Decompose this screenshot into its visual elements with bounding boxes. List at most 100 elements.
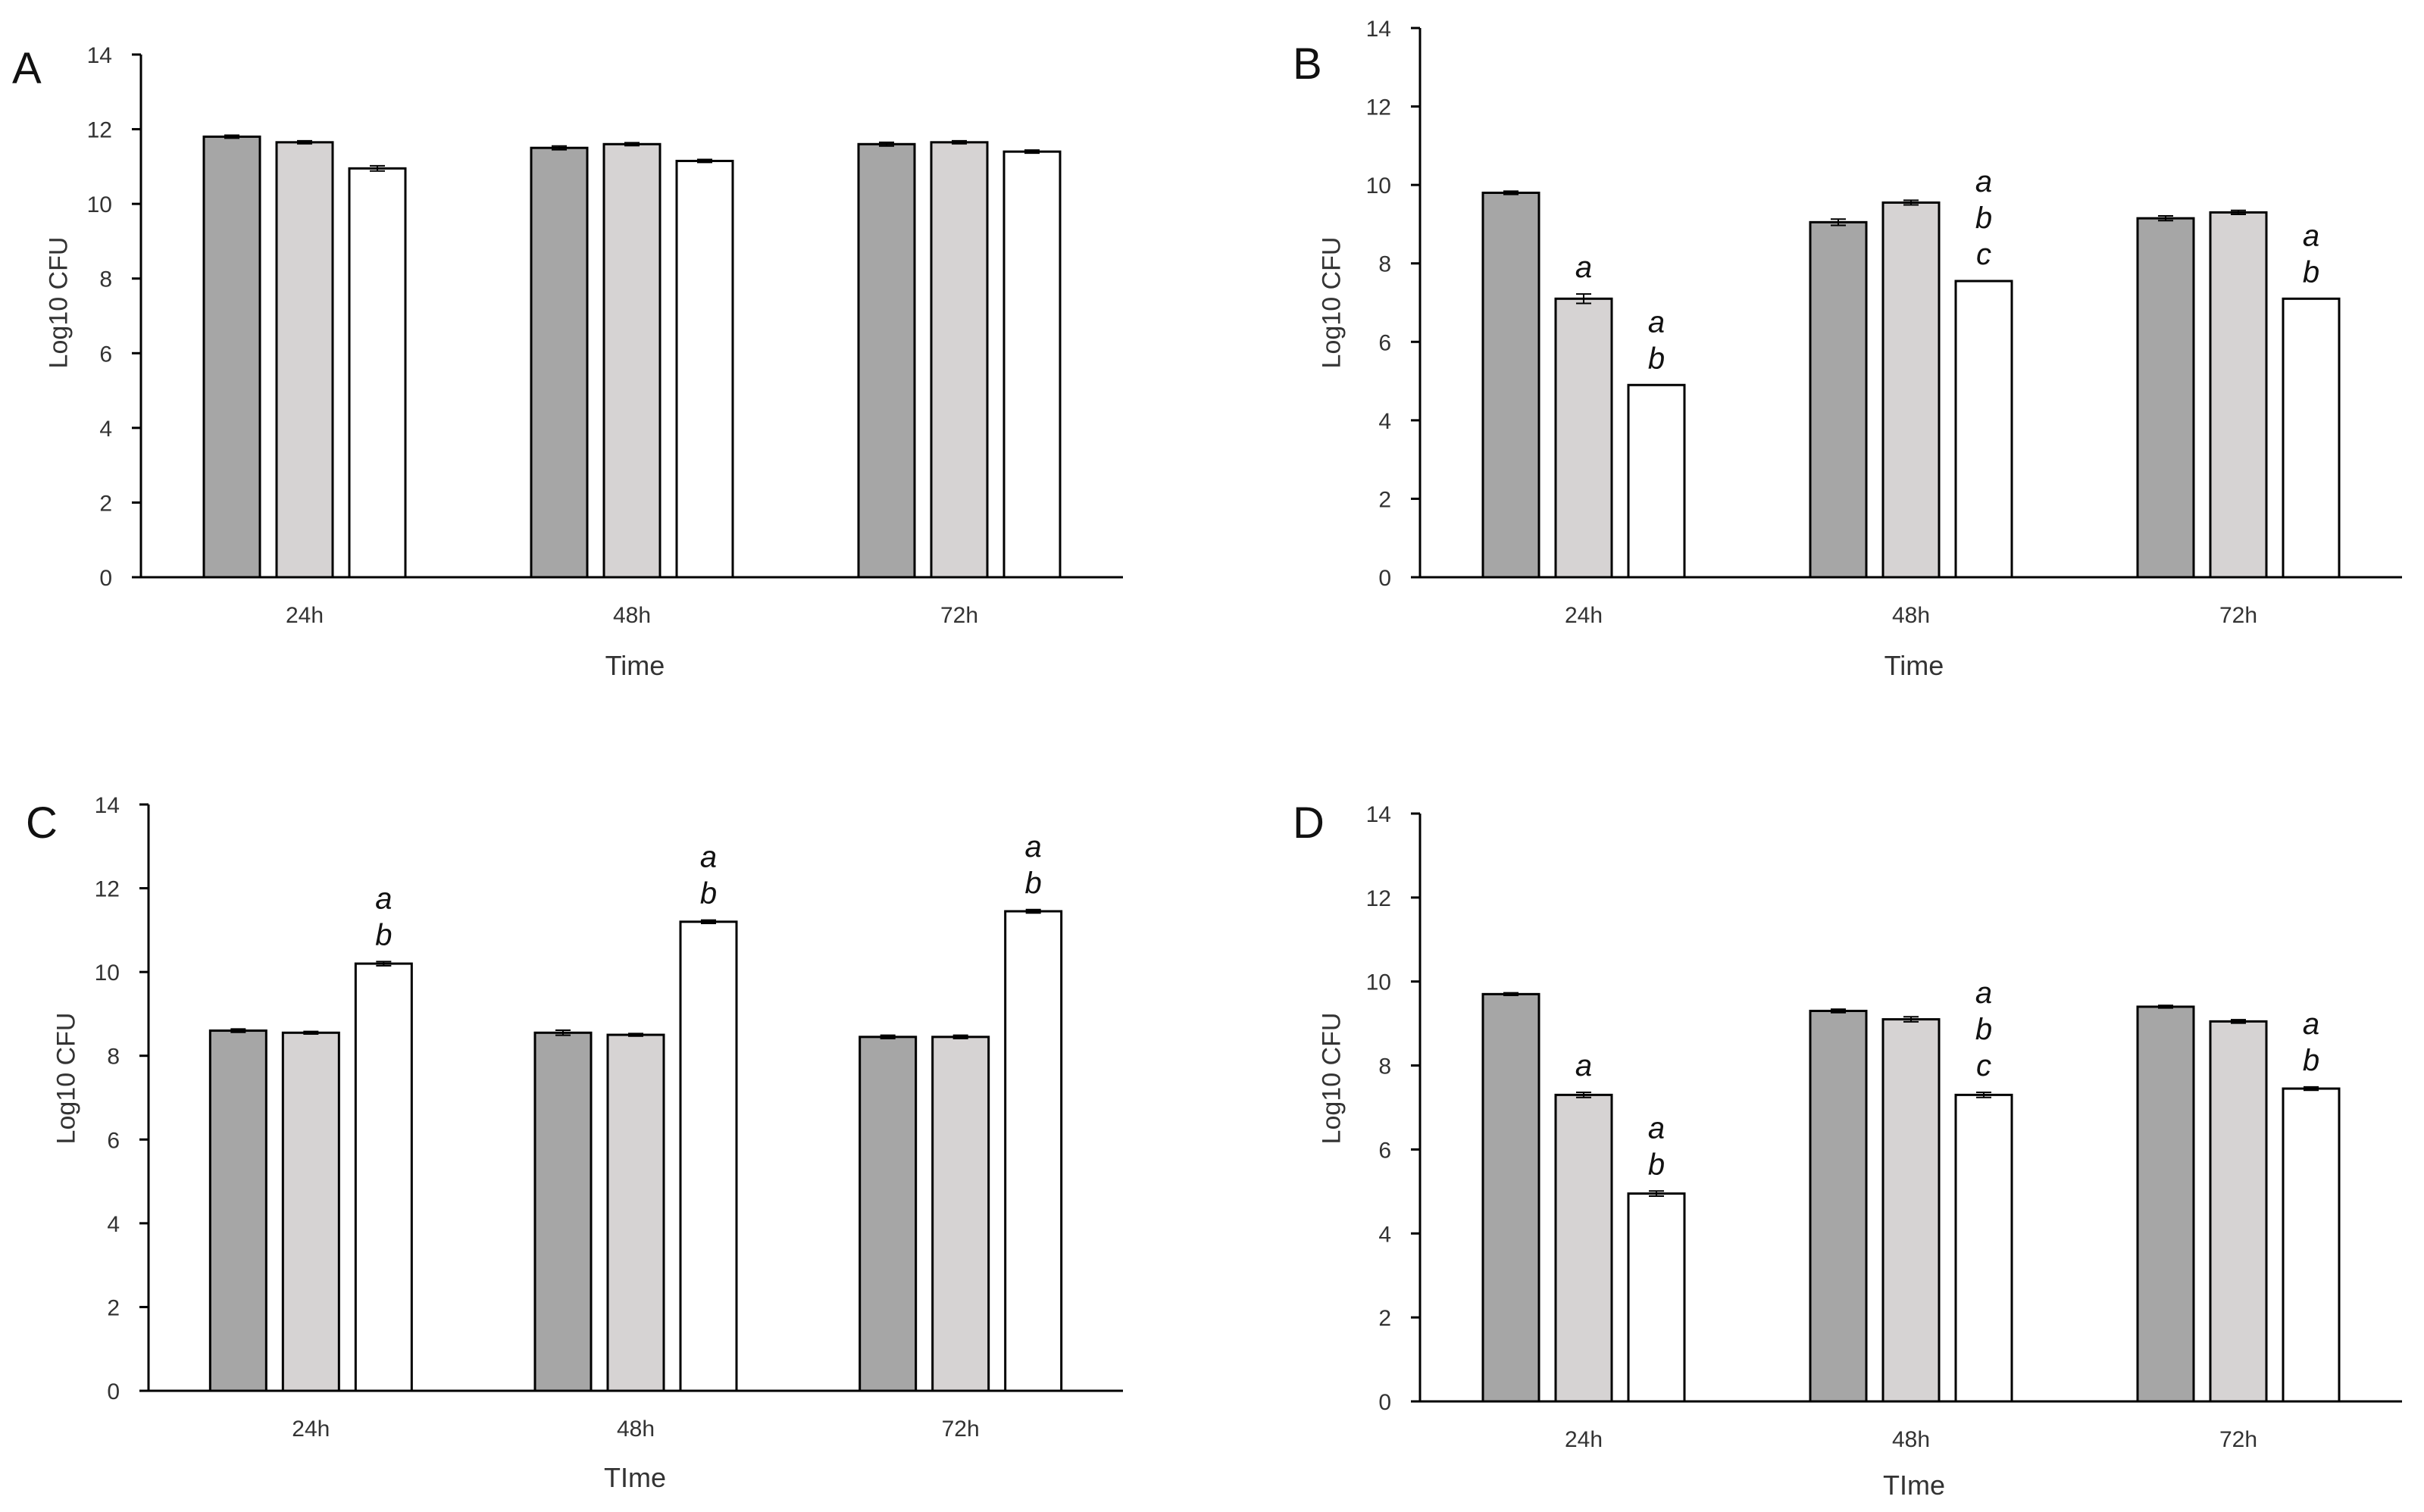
x-tick-label: 24h [1565, 603, 1603, 628]
bar-series3-24h [348, 167, 407, 579]
significance-letter: b [1025, 867, 1042, 900]
significance-letter: b [1975, 201, 1992, 235]
panel-label-a: A [12, 44, 42, 93]
y-tick-label: 0 [107, 1379, 120, 1404]
significance-letter: b [1648, 1148, 1665, 1181]
x-axis-title-c: TIme [603, 1462, 666, 1493]
bar-series3-72h [1004, 910, 1063, 1392]
y-tick-label: 2 [1378, 1306, 1391, 1331]
plot-a: 0 2 4 6 8 10 12 14 24h 48h 72h [87, 43, 1123, 628]
chart-panel-a: A Log10 CFU Time 0 2 4 6 8 10 12 14 24h 48h 72h [0, 0, 1212, 756]
bar-series1-24h [208, 1029, 267, 1392]
x-tick-label: 72h [942, 1417, 980, 1442]
significance-letter: a [1975, 165, 1992, 198]
y-tick-label: 10 [95, 961, 120, 986]
y-tick-label: 14 [95, 793, 120, 818]
bar-series3-48h [679, 920, 738, 1392]
y-tick-label: 8 [107, 1045, 120, 1070]
y-tick-label: 10 [87, 192, 112, 217]
x-tick-label: 24h [292, 1417, 330, 1442]
y-tick-label: 14 [1366, 802, 1391, 827]
x-tick-label: 72h [2219, 603, 2257, 628]
bar-series1-24h [1481, 992, 1540, 1403]
bar-series2-24h [1554, 297, 1613, 579]
significance-letter: a [2303, 219, 2319, 252]
bar-series2-72h [931, 1036, 990, 1392]
chart-panel-c: C Log10 CFU TIme 0 2 4 6 8 10 12 14 a b 24h a b 48h a b… [26, 793, 1123, 1493]
significance-letter: a [700, 841, 717, 874]
y-tick-label: 10 [1366, 173, 1391, 198]
significance-letter: b [375, 918, 392, 951]
bar-series1-72h [859, 1036, 918, 1392]
panel-label-d: D [1293, 798, 1325, 848]
significance-letter: b [2303, 1044, 2319, 1077]
x-tick-label: 48h [1892, 1427, 1930, 1452]
y-tick-label: 0 [1378, 566, 1391, 591]
y-tick-label: 14 [87, 43, 112, 68]
bar-series3-24h [1627, 1192, 1686, 1403]
y-tick-label: 8 [99, 267, 112, 292]
y-tick-label: 6 [1378, 1138, 1391, 1163]
x-tick-label: 72h [2219, 1427, 2257, 1452]
chart-panel-b: B Log10 CFU Time 0 2 4 6 8 10 12 14 a a b 24h a b c 48h… [1293, 17, 2402, 681]
y-tick-label: 4 [1378, 1222, 1391, 1247]
y-tick-label: 12 [1366, 95, 1391, 120]
bar-series1-48h [530, 146, 589, 579]
bar-series3-72h [1002, 150, 1062, 579]
y-tick-label: 4 [107, 1212, 120, 1237]
y-tick-label: 2 [99, 491, 112, 516]
bar-series2-48h [1881, 201, 1941, 579]
significance-letter: b [2303, 255, 2319, 289]
bar-series1-48h [1809, 220, 1868, 579]
significance-letter: b [1648, 342, 1665, 375]
bar-series2-72h [2209, 211, 2268, 579]
x-axis-title-a: Time [605, 650, 665, 681]
bar-series3-48h [1954, 1093, 2013, 1403]
x-axis-title-d: TIme [1882, 1470, 1945, 1501]
y-tick-label: 4 [99, 417, 112, 442]
significance-letter: a [1648, 1111, 1665, 1145]
significance-letter: b [700, 877, 717, 911]
significance-letter: a [1575, 1049, 1592, 1082]
bar-series2-72h [2209, 1020, 2268, 1403]
y-tick-label: 6 [1378, 330, 1391, 355]
significance-letter: c [1976, 238, 1991, 271]
bar-series1-72h [857, 142, 916, 579]
x-tick-label: 48h [1892, 603, 1930, 628]
significance-letter: a [2303, 1007, 2319, 1041]
x-tick-label: 24h [1565, 1427, 1603, 1452]
y-tick-label: 14 [1366, 17, 1391, 42]
significance-letter: b [1975, 1013, 1992, 1046]
bar-series2-48h [1881, 1018, 1941, 1403]
significance-letter: a [1648, 305, 1665, 339]
y-tick-label: 6 [107, 1128, 120, 1153]
bar-series1-48h [1809, 1010, 1868, 1403]
y-tick-label: 4 [1378, 409, 1391, 434]
bar-series3-48h [675, 159, 734, 579]
x-tick-label: 24h [286, 603, 324, 628]
bar-series2-48h [602, 142, 662, 579]
y-tick-label: 12 [87, 118, 112, 143]
y-tick-label: 2 [107, 1295, 120, 1320]
y-tick-label: 8 [1378, 252, 1391, 277]
bar-series2-24h [275, 141, 334, 579]
bar-series1-72h [2136, 1005, 2195, 1403]
y-tick-label: 8 [1378, 1054, 1391, 1079]
bar-series1-72h [2136, 217, 2195, 579]
bar-series3-72h [2282, 1087, 2341, 1403]
panel-label-b: B [1293, 39, 1322, 89]
bar-series1-24h [1481, 192, 1540, 579]
y-tick-label: 0 [1378, 1390, 1391, 1415]
y-tick-label: 0 [99, 566, 112, 591]
bar-series3-24h [1627, 383, 1686, 579]
significance-letter: a [1575, 251, 1592, 284]
x-axis-title-b: Time [1884, 650, 1944, 681]
y-tick-label: 2 [1378, 487, 1391, 512]
bar-series1-48h [533, 1031, 593, 1392]
significance-letter: a [1975, 976, 1992, 1010]
significance-letter: c [1976, 1049, 1991, 1082]
